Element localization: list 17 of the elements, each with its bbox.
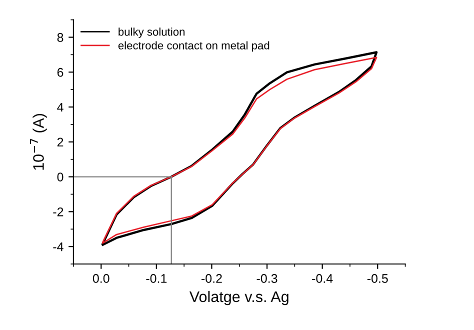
y-tick-label: 2 (57, 138, 64, 146)
x-tick-label: -0.5 (367, 274, 388, 283)
y-tick-label: 4 (57, 102, 64, 112)
y-tick-label: -4 (53, 242, 64, 252)
y-tick-label: 6 (57, 68, 64, 77)
y-tick-label: -2 (53, 207, 64, 216)
y-axis-title: 10$^{−7}$ (A) (30, 114, 47, 170)
x-axis-title: Volatge v.s. Ag (189, 290, 288, 306)
x-tick-label: -0.2 (202, 274, 222, 283)
y-tick-label: 0 (57, 172, 64, 182)
x-tick-label: 0.0 (92, 274, 110, 283)
y-tick-label: 8 (57, 33, 64, 42)
x-tick-label: -0.3 (256, 274, 278, 283)
legend-label: electrode contact on metal pad (118, 41, 270, 52)
x-tick-label: -0.1 (146, 274, 167, 283)
x-tick-label: -0.4 (312, 274, 333, 283)
legend-label: bulky solution (118, 28, 185, 38)
